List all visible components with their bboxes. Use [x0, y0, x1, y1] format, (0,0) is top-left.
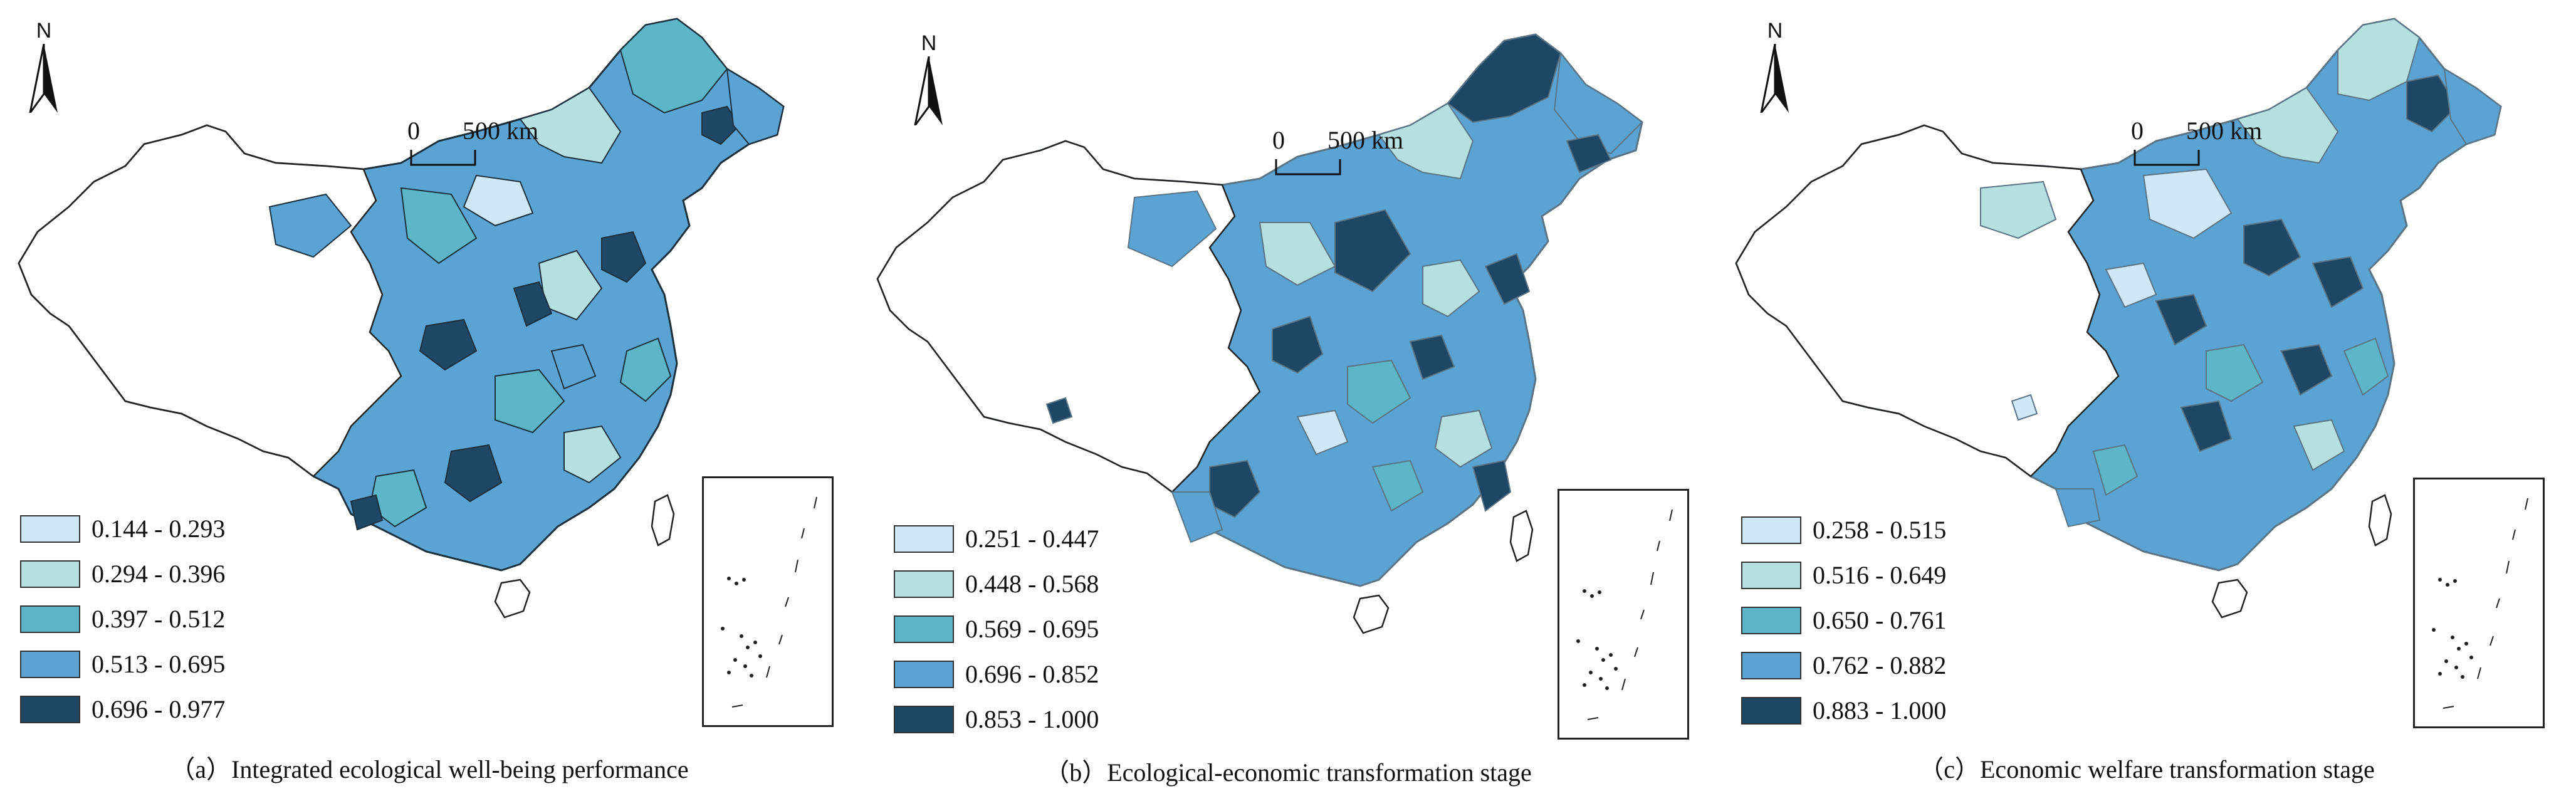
- scale-distance: 500 km: [1327, 126, 1404, 154]
- legend-label: 0.569 - 0.695: [965, 615, 1099, 643]
- south-china-sea-inset-a: [702, 476, 834, 727]
- scale-bar-icon: [1275, 159, 1341, 175]
- north-arrow-icon: [914, 56, 943, 125]
- legend-swatch: [894, 525, 954, 553]
- north-label: N: [921, 31, 937, 55]
- legend-label: 0.853 - 1.000: [965, 705, 1099, 733]
- legend-swatch: [1741, 516, 1801, 544]
- legend-swatch: [894, 615, 954, 643]
- scale-bar-a: 0 500 km: [401, 116, 564, 179]
- legend-label: 0.144 - 0.293: [92, 515, 226, 543]
- legend-swatch: [1741, 652, 1801, 679]
- map-panel-a: N 0 500 km 0.144 - 0.293 0.294 - 0.396 0…: [0, 0, 859, 806]
- scale-zero: 0: [1272, 126, 1285, 154]
- legend-label: 0.397 - 0.512: [92, 605, 226, 633]
- scale-bar-icon: [410, 150, 476, 166]
- north-arrow-icon: [29, 44, 58, 113]
- north-label: N: [1767, 19, 1783, 43]
- islands-icon: [721, 496, 817, 708]
- legend-label: 0.516 - 0.649: [1813, 561, 1947, 589]
- map-panel-c: N 0 500 km 0.258 - 0.515 0.516 - 0.649 0…: [1717, 0, 2576, 806]
- legend-label: 0.294 - 0.396: [92, 560, 226, 588]
- legend-label: 0.650 - 0.761: [1813, 606, 1947, 634]
- legend-label: 0.696 - 0.977: [92, 695, 226, 723]
- north-arrow-icon: [1760, 44, 1789, 113]
- north-arrow-c: N: [1756, 19, 1794, 113]
- legend-label: 0.762 - 0.882: [1813, 651, 1947, 679]
- legend-swatch: [894, 661, 954, 688]
- region-patches-c: [1980, 18, 2502, 528]
- legend-label: 0.448 - 0.568: [965, 570, 1099, 598]
- scale-bar-c: 0 500 km: [2125, 116, 2288, 179]
- legend-swatch: [1741, 697, 1801, 725]
- scale-bar-icon: [2134, 150, 2200, 166]
- legend-swatch: [20, 651, 80, 678]
- north-arrow-a: N: [25, 19, 63, 113]
- scale-zero: 0: [2131, 117, 2144, 145]
- caption-c: （c）Economic welfare transformation stage: [1919, 755, 2375, 783]
- north-arrow-b: N: [910, 31, 948, 125]
- south-china-sea-inset-c: [2413, 478, 2545, 728]
- legend-swatch: [20, 696, 80, 723]
- region-patches-b: [1045, 33, 1643, 543]
- caption-b: （b）Ecological-economic transformation st…: [1044, 758, 1532, 787]
- legend-swatch: [894, 706, 954, 733]
- islands-icon: [2432, 498, 2528, 709]
- legend-label: 0.513 - 0.695: [92, 650, 226, 678]
- legend-swatch: [894, 570, 954, 598]
- scale-bar-b: 0 500 km: [1266, 125, 1429, 188]
- scale-distance: 500 km: [2186, 117, 2263, 145]
- legend-swatch: [20, 560, 80, 588]
- north-label: N: [36, 19, 52, 43]
- china-map-b: [876, 33, 1643, 634]
- china-map-a: [18, 18, 785, 619]
- legend-swatch: [20, 515, 80, 543]
- scale-zero: 0: [407, 117, 420, 145]
- legend-label: 0.258 - 0.515: [1813, 516, 1947, 544]
- legend-swatch: [1741, 562, 1801, 589]
- scale-distance: 500 km: [463, 117, 539, 145]
- china-map-c: [1735, 18, 2502, 619]
- legend-label: 0.696 - 0.852: [965, 660, 1099, 688]
- legend-swatch: [1741, 607, 1801, 634]
- islands-icon: [1576, 509, 1673, 720]
- legend-label: 0.251 - 0.447: [965, 525, 1099, 553]
- south-china-sea-inset-b: [1558, 489, 1689, 740]
- map-panel-b: N 0 500 km 0.251 - 0.447 0.448 - 0.568 0…: [859, 0, 1717, 806]
- legend-label: 0.883 - 1.000: [1813, 696, 1947, 725]
- region-patches-a: [268, 18, 785, 531]
- legend-swatch: [20, 605, 80, 633]
- caption-a: （a）Integrated ecological well-being perf…: [170, 755, 689, 783]
